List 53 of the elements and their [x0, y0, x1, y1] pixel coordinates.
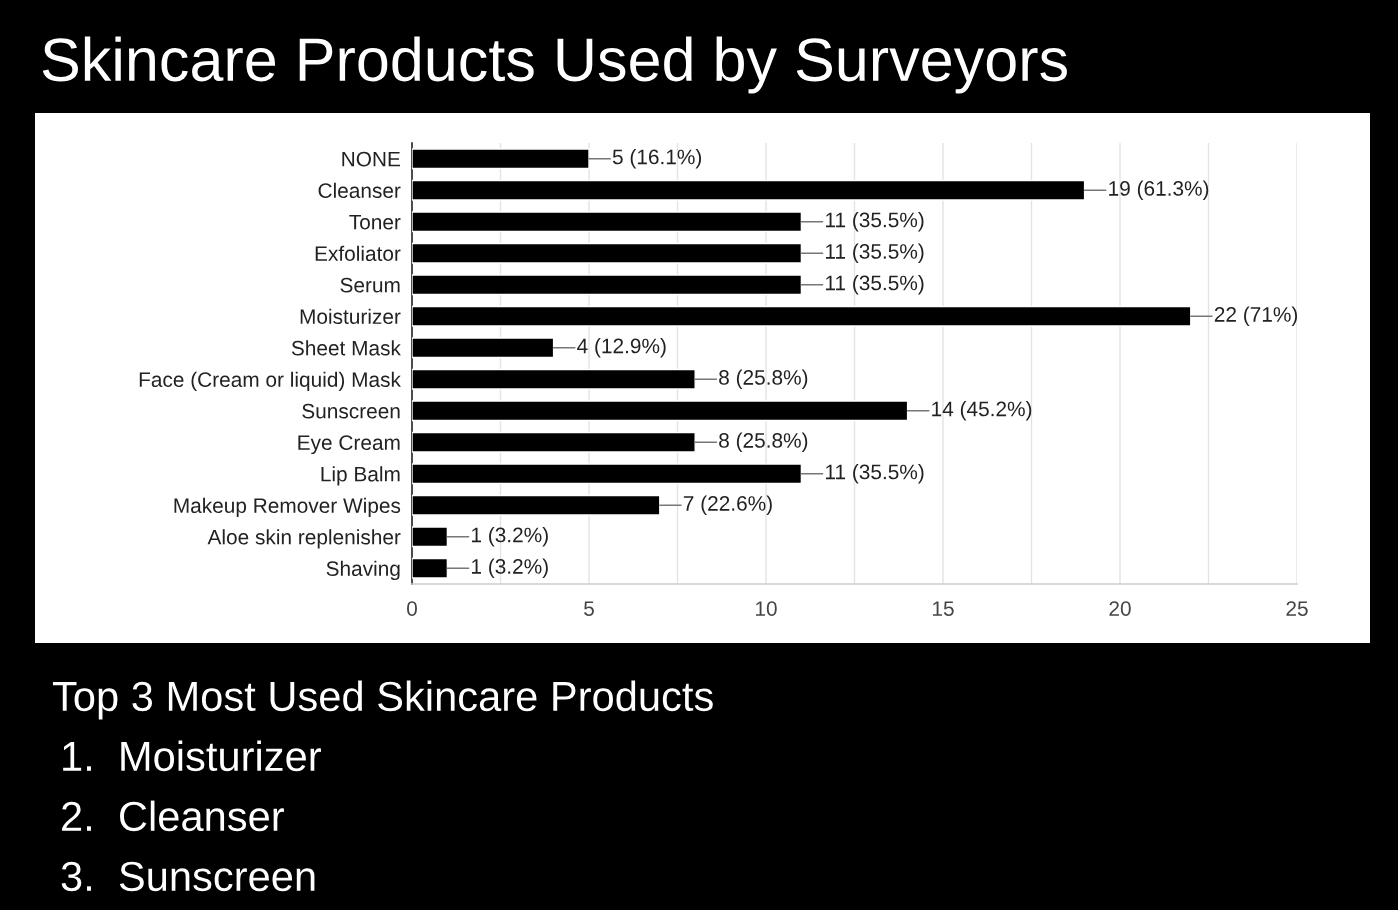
y-tick-label: Makeup Remover Wipes: [174, 497, 401, 518]
bar: [412, 526, 449, 548]
text: 2. Cleanser: [62, 800, 284, 832]
bar: [412, 179, 1086, 201]
data-label: 1 (3.2%): [472, 527, 548, 547]
y-tick-label: Sheet Mask: [291, 340, 401, 356]
bar: [412, 368, 696, 390]
y-tick-label: Toner: [349, 214, 401, 230]
data-label: 11 (35.5%): [826, 243, 924, 263]
text: 3. Sunscreen: [61, 861, 315, 892]
y-tick-label: Serum: [340, 277, 400, 293]
bar: [412, 211, 803, 233]
y-tick-label: Eye Cream: [298, 435, 400, 455]
data-label: 11 (35.5%): [826, 212, 924, 232]
bar: [412, 431, 696, 453]
y-tick-label: Face (Cream or liquid) Mask: [139, 371, 401, 392]
chart-title: Skincare Products Used by Surveyors: [42, 36, 1067, 94]
bar: [412, 242, 803, 264]
text: 1. Moisturizer: [63, 740, 321, 772]
data-label: 7 (22.6%): [683, 495, 772, 515]
y-tick-label: Cleanser: [318, 182, 401, 198]
y-tick-label: Moisturizer: [300, 308, 401, 324]
text: Top 3 Most Used Skincare Products: [52, 680, 713, 720]
bar: [412, 305, 1192, 327]
bar: [412, 494, 661, 516]
bar: [412, 400, 909, 422]
data-label: 8 (25.8%): [719, 369, 808, 389]
bar: [412, 337, 555, 359]
data-label: 4 (12.9%): [577, 338, 666, 358]
x-tick-label: 5: [584, 601, 594, 616]
x-tick-label: 0: [407, 601, 417, 616]
data-label: 14 (45.2%): [932, 401, 1032, 421]
bar: [412, 148, 590, 170]
y-tick-label: Lip Balm: [321, 466, 400, 486]
data-label: 8 (25.8%): [719, 432, 808, 452]
data-label: 19 (61.3%): [1109, 180, 1209, 200]
x-tick-label: 25: [1286, 601, 1308, 616]
data-label: 11 (35.5%): [826, 464, 924, 484]
data-label: 5 (16.1%): [612, 149, 702, 169]
data-label: 22 (71%): [1214, 306, 1298, 326]
bar: [412, 274, 803, 296]
y-tick-label: NONE: [342, 151, 400, 167]
data-label: 11 (35.5%): [826, 275, 924, 295]
y-tick-label: Sunscreen: [302, 403, 400, 419]
y-tick-label: Exfoliator: [315, 245, 401, 261]
x-tick-label: 20: [1109, 601, 1131, 616]
bar: [412, 557, 449, 579]
x-tick-label: 10: [756, 601, 777, 616]
bar: [412, 463, 803, 485]
y-tick-label: Shaving: [326, 560, 400, 581]
x-tick-label: 15: [933, 601, 954, 616]
y-tick-label: Aloe skin replenisher: [207, 529, 401, 549]
data-label: 1 (3.2%): [472, 558, 548, 578]
